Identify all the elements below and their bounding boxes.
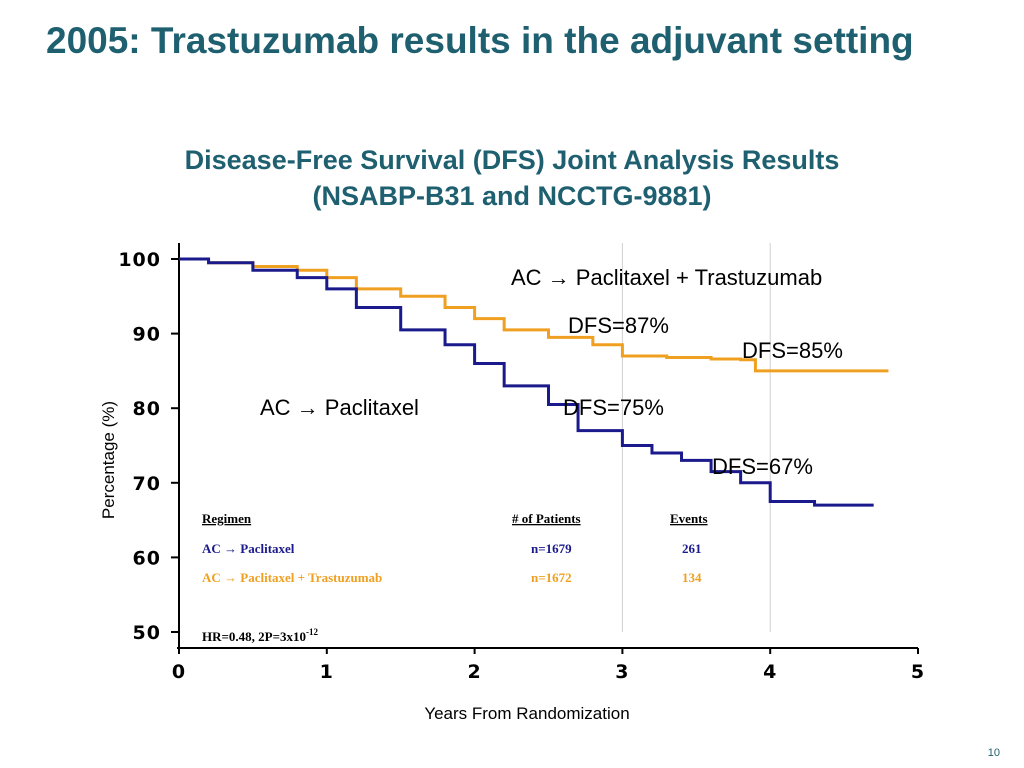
annotation-dfs-87: DFS=87% — [568, 313, 669, 338]
table-row-patients: n=1672 — [531, 570, 572, 585]
hazard-ratio-text: HR=0.48, 2P=3x10 — [202, 629, 306, 644]
hazard-ratio: HR=0.48, 2P=3x10-12 — [202, 627, 319, 644]
x-tick-label: 3 — [615, 661, 629, 683]
annotation-trastuzumab-label: AC → Paclitaxel + Trastuzumab — [511, 265, 822, 290]
y-tick-label: 50 — [133, 622, 161, 644]
hazard-ratio-exponent: -12 — [306, 627, 318, 637]
y-tick-label: 100 — [118, 249, 161, 271]
table-header-regimen: Regimen — [202, 511, 252, 526]
table-row-events: 261 — [682, 541, 702, 556]
slide-title: 2005: Trastuzumab results in the adjuvan… — [46, 20, 914, 61]
annotation-ac-paclitaxel-label: AC → Paclitaxel — [260, 395, 419, 420]
results-table: Regimen # of Patients Events AC → Paclit… — [202, 511, 708, 644]
table-row-patients: n=1679 — [531, 541, 572, 556]
page-number: 10 — [987, 747, 1000, 759]
axes: 50 60 70 80 90 100 0 1 2 3 4 5 — [118, 243, 925, 683]
x-tick-label: 1 — [320, 661, 334, 683]
series-line-ac-paclitaxel — [179, 257, 874, 507]
y-tick-label: 60 — [133, 547, 161, 569]
annotation-dfs-67: DFS=67% — [712, 454, 813, 479]
x-axis-title: Years From Randomization — [424, 704, 629, 723]
table-header-events: Events — [670, 511, 708, 526]
table-row-regimen: AC → Paclitaxel — [202, 541, 295, 556]
y-tick-label: 90 — [133, 324, 161, 346]
y-axis-title: Percentage (%) — [99, 401, 118, 519]
annotation-dfs-75: DFS=75% — [563, 395, 664, 420]
chart-subtitle: Disease-Free Survival (DFS) Joint Analys… — [0, 142, 1024, 214]
table-row-regimen: AC → Paclitaxel + Trastuzumab — [202, 570, 382, 585]
subtitle-line-1: Disease-Free Survival (DFS) Joint Analys… — [184, 145, 840, 175]
table-header-patients: # of Patients — [512, 511, 581, 526]
subtitle-line-2: (NSABP-B31 and NCCTG-9881) — [312, 181, 712, 211]
table-row-events: 134 — [682, 570, 702, 585]
series-lines — [179, 257, 889, 507]
annotation-dfs-85: DFS=85% — [742, 338, 843, 363]
y-tick-label: 80 — [133, 398, 161, 420]
x-tick-label: 4 — [763, 661, 777, 683]
x-tick-label: 2 — [467, 661, 481, 683]
x-tick-label: 0 — [172, 661, 186, 683]
x-tick-label: 5 — [911, 661, 925, 683]
annotations: Years From Randomization Percentage (%) … — [99, 265, 843, 723]
y-tick-label: 70 — [133, 473, 161, 495]
